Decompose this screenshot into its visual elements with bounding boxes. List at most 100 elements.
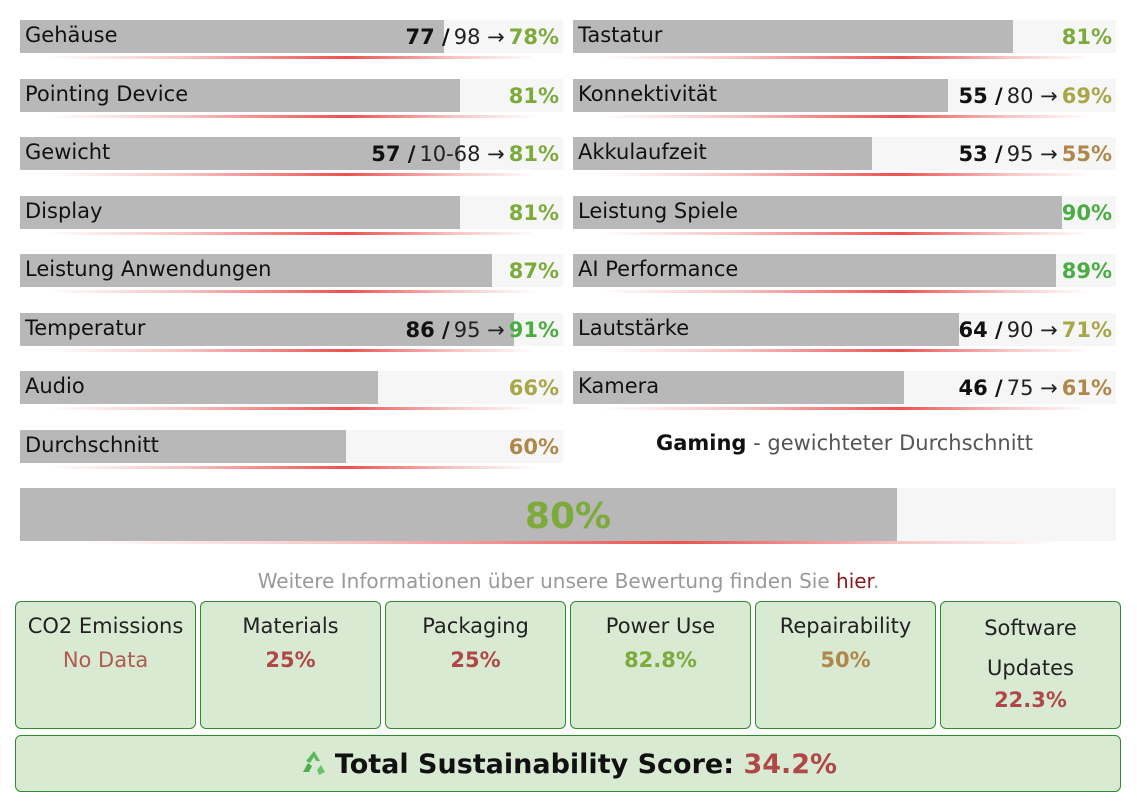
percent: 78%: [508, 25, 559, 49]
rating-values: 60%: [509, 435, 559, 459]
percent: 66%: [508, 376, 559, 400]
distribution: [20, 231, 563, 235]
box-label: Repairability: [779, 614, 912, 638]
raw-value: 53 /: [958, 142, 1003, 166]
info-end: .: [872, 569, 880, 593]
box-label: CO2 Emissions: [27, 614, 184, 638]
sustainability-box: Software Updates 22.3%: [940, 601, 1121, 729]
percent: 71%: [1061, 317, 1112, 342]
sustainability-box: Repairability 50%: [755, 601, 936, 729]
rating-bar: [20, 195, 460, 229]
box-value: 25%: [450, 648, 501, 672]
sustainability-box: Materials 25%: [200, 601, 381, 729]
box-value: 82.8%: [624, 648, 697, 672]
distribution: [20, 348, 563, 352]
rating-row: Gehäuse 77 /98 → 78%: [20, 20, 563, 59]
percent: 87%: [508, 259, 559, 283]
raw-value: 46 /: [958, 376, 1003, 400]
distribution: [573, 231, 1116, 235]
distribution: [573, 173, 1116, 176]
box-label: Packaging: [422, 614, 529, 638]
rating-values: 81%: [509, 84, 559, 108]
reference: 95 →: [1006, 142, 1058, 166]
percent: 60%: [508, 434, 559, 459]
raw-value: 57 /: [371, 142, 416, 166]
reference: 80 →: [1006, 83, 1058, 108]
total-value: 80%: [524, 496, 612, 537]
rating-label: Durchschnitt: [25, 432, 159, 457]
percent: 61%: [1061, 376, 1112, 400]
rating-row: Durchschnitt 60%: [20, 429, 563, 469]
total-score: 34.2%: [743, 749, 838, 780]
rating-row: Leistung Spiele 90%: [573, 195, 1116, 235]
box-value: 22.3%: [994, 688, 1067, 712]
distribution: [573, 56, 1116, 59]
percent: 55%: [1061, 142, 1112, 166]
rating-row: Tastatur 81%: [573, 20, 1116, 59]
percent: 81%: [508, 83, 559, 108]
rating-bar: [573, 195, 1062, 229]
reference: 90 →: [1006, 317, 1058, 342]
rating-bar: [20, 312, 515, 346]
raw-value: 64 /: [958, 317, 1003, 342]
reference: 75 →: [1006, 376, 1058, 400]
recycle-icon: [302, 751, 325, 775]
rating-label: Temperatur: [25, 315, 146, 340]
reference: 95 →: [453, 317, 505, 342]
percent: 81%: [508, 142, 559, 166]
distribution: [573, 348, 1116, 352]
distribution: [20, 541, 1116, 544]
rating-label: Audio: [25, 374, 85, 398]
distribution: [573, 290, 1116, 293]
rating-bar: [573, 371, 905, 404]
distribution: [20, 290, 563, 293]
rating-values: 89%: [1062, 259, 1112, 283]
rating-bar: [573, 20, 1013, 53]
rating-row: Akkulaufzeit 53 /95 → 55%: [573, 137, 1116, 176]
rating-values: 81%: [1062, 25, 1112, 49]
rating-row: Pointing Device 81%: [20, 78, 563, 118]
distribution: [573, 407, 1116, 410]
rating-row: Gewicht 57 /10-68 → 81%: [20, 137, 563, 176]
percent: 89%: [1061, 259, 1112, 283]
reference: 98 →: [453, 25, 505, 49]
info-link[interactable]: hier: [836, 569, 873, 593]
rating-row: AI Performance 89%: [573, 254, 1116, 293]
rating-values: 66%: [509, 376, 559, 400]
rating-label: Konnektivität: [578, 81, 717, 106]
sustainability-box: Packaging 25%: [385, 601, 566, 729]
rating-label: Tastatur: [578, 23, 663, 47]
rating-label: Lautstärke: [578, 315, 690, 340]
rating-bar: [573, 254, 1057, 287]
weighted-caption: Gaming - gewichteter Durchschnitt: [573, 431, 1116, 455]
distribution: [20, 114, 563, 118]
percent: 69%: [1061, 83, 1112, 108]
rating-bar: [20, 137, 460, 170]
percent: 81%: [1061, 25, 1112, 49]
rating-label: AI Performance: [578, 257, 739, 281]
rating-label: Pointing Device: [25, 81, 189, 106]
box-value: No Data: [62, 648, 149, 672]
percent: 90%: [1061, 200, 1112, 225]
rating-label: Display: [25, 198, 103, 223]
rating-values: 46 /75 → 61%: [959, 376, 1112, 400]
raw-value: 77 /: [405, 25, 450, 49]
rating-bar: [20, 78, 460, 112]
rating-bar: [20, 371, 379, 404]
rating-bar: [20, 429, 346, 463]
box-label: Power Use: [605, 614, 716, 638]
rating-bar: [573, 78, 948, 112]
profile: Gaming: [655, 431, 747, 455]
rating-row: Lautstärke 64 /90 → 71%: [573, 312, 1116, 352]
box-value: 25%: [265, 648, 316, 672]
box-label: Software Updates: [984, 616, 1077, 680]
rating-label: Leistung Spiele: [578, 198, 739, 223]
rating-bar: [20, 20, 444, 53]
rating-values: 81%: [509, 201, 559, 225]
raw-value: 86 /: [405, 317, 450, 342]
rating-values: 55 /80 → 69%: [959, 84, 1112, 108]
rating-row: Audio 66%: [20, 371, 563, 410]
rating-label: Kamera: [578, 374, 660, 398]
rating-label: Akkulaufzeit: [578, 140, 707, 164]
